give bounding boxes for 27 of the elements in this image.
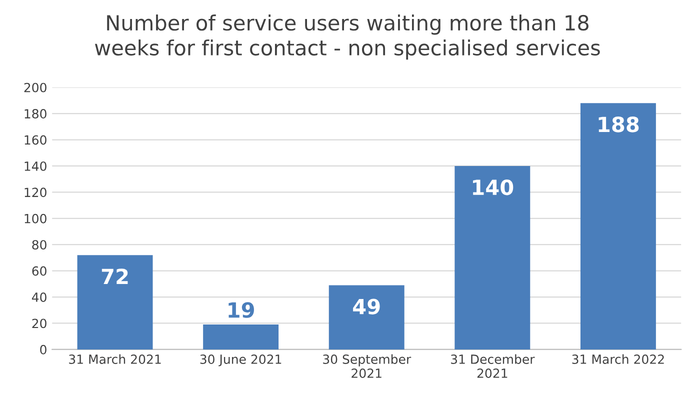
data-label: 49 xyxy=(353,298,380,314)
y-tick-label: 120 xyxy=(24,188,46,198)
y-tick-label: 0 xyxy=(40,344,46,354)
data-label: 188 xyxy=(598,116,639,132)
bar xyxy=(454,166,530,350)
y-tick-label: 40 xyxy=(32,292,46,302)
bar xyxy=(203,324,279,350)
data-label: 72 xyxy=(102,268,128,284)
bar xyxy=(580,103,656,350)
y-tick-label: 60 xyxy=(32,266,46,276)
bar xyxy=(328,285,404,350)
x-tick-label: 30 June 2021 xyxy=(200,354,282,366)
y-tick-label: 200 xyxy=(24,82,46,92)
y-tick-label: 100 xyxy=(24,214,46,224)
data-label: 19 xyxy=(228,302,254,318)
bar xyxy=(77,255,153,350)
y-tick-label: 140 xyxy=(24,161,46,171)
x-tick-label: 30 September 2021 xyxy=(323,354,412,378)
y-tick-label: 80 xyxy=(32,240,46,250)
y-tick-label: 180 xyxy=(24,109,46,118)
x-tick-label: 31 March 2021 xyxy=(69,354,161,364)
chart-title: Number of service users waiting more than 18 weeks for first contact - non specialised services xyxy=(94,14,600,60)
y-tick-label: 20 xyxy=(32,318,46,328)
x-tick-label: 31 March 2022 xyxy=(572,354,664,364)
y-tick-label: 160 xyxy=(24,135,46,145)
data-label: 140 xyxy=(473,179,514,196)
x-tick-label: 31 December 2021 xyxy=(451,354,535,378)
